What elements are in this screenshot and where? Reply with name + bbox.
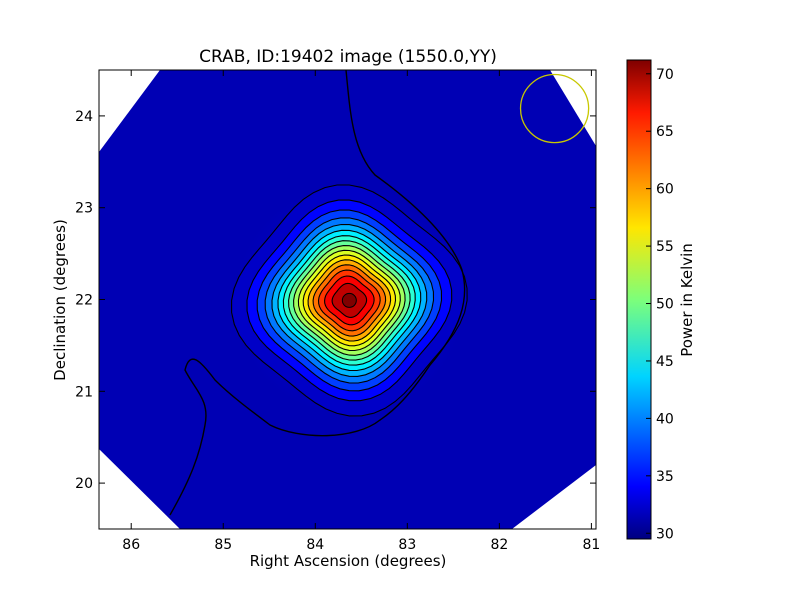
y-tick-label: 21: [75, 384, 93, 400]
contours: [231, 184, 468, 417]
x-tick-label: 82: [490, 537, 508, 553]
contour-line: [256, 209, 443, 392]
contour-line: [317, 269, 381, 332]
colorbar-tick-label: 35: [656, 469, 674, 485]
contour-line: [246, 199, 453, 402]
beam-marker: [519, 73, 590, 144]
colorbar-tick-label: 30: [656, 526, 674, 542]
plot-area: 86 85 84 83 82 81 20 21 22 23 24: [75, 69, 600, 553]
x-tick-label: 81: [582, 537, 600, 553]
contour-line: [331, 282, 368, 318]
x-tick-label: 84: [306, 537, 324, 553]
colorbar: 30 35 40 45 50 55 60 65 70 Power in Kelvin: [626, 59, 696, 542]
y-tick-label: 20: [75, 476, 93, 492]
x-tick-label: 83: [398, 537, 416, 553]
colorbar-tick-label: 50: [656, 297, 674, 313]
contour-line: [297, 249, 401, 352]
colorbar-tick-label: 60: [656, 182, 674, 198]
x-axis: 86 85 84 83 82 81: [122, 70, 600, 553]
contour-line: [312, 264, 387, 337]
outer-contour-line: [169, 70, 466, 516]
contour-line: [231, 184, 468, 417]
y-axis-label: Declination (degrees): [51, 219, 69, 381]
contour-line: [288, 240, 411, 361]
peak-contour: [341, 292, 357, 308]
colorbar-tick-label: 70: [656, 67, 674, 83]
x-axis-label: Right Ascension (degrees): [250, 552, 447, 570]
colorbar-gradient: [626, 59, 652, 540]
y-tick-label: 22: [75, 293, 93, 309]
chart-title: CRAB, ID:19402 image (1550.0,YY): [199, 47, 497, 67]
contour-line: [324, 275, 375, 326]
colorbar-tick-label: 45: [656, 354, 674, 370]
contour-line: [271, 223, 428, 377]
colorbar-tick-label: 65: [656, 124, 674, 140]
colorbar-ticks: 30 35 40 45 50 55 60 65 70: [646, 67, 674, 542]
contour-line: [264, 217, 435, 384]
contour-line: [282, 235, 416, 366]
x-tick-label: 86: [122, 537, 140, 553]
contour-line: [277, 229, 422, 372]
y-tick-label: 24: [75, 109, 93, 125]
colorbar-label: Power in Kelvin: [678, 243, 696, 357]
colorbar-tick-label: 55: [656, 239, 674, 255]
contour-line: [302, 254, 397, 347]
contour-line: [293, 245, 406, 356]
colorbar-tick-label: 40: [656, 411, 674, 427]
contour-line: [307, 259, 392, 342]
y-axis: 20 21 22 23 24: [75, 109, 596, 492]
x-tick-label: 85: [214, 537, 232, 553]
y-tick-label: 23: [75, 201, 93, 217]
